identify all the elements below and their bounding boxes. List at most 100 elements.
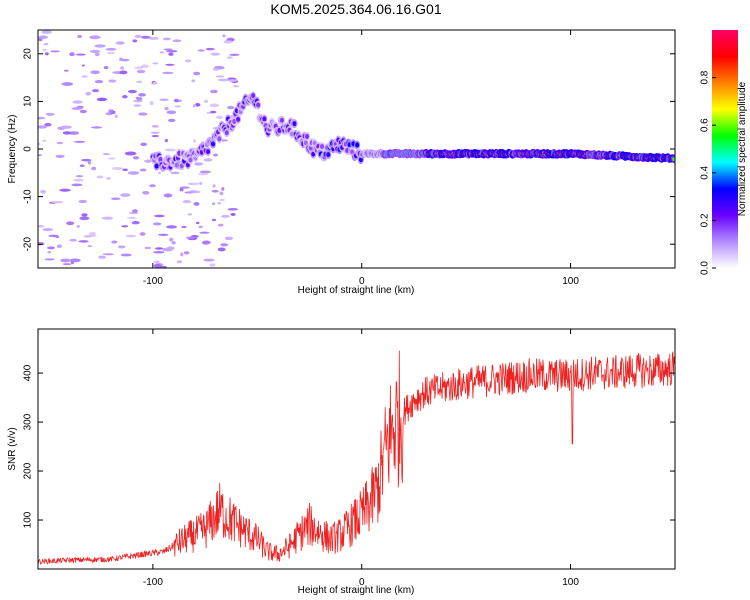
spectrogram-ridge-cell — [211, 141, 216, 147]
spectrogram-noise-cell — [164, 148, 176, 152]
spectrogram-ridge-cell — [262, 116, 267, 122]
spectrogram-ridge-cell — [672, 157, 675, 162]
spectrogram-noise-cell — [140, 142, 147, 146]
spectrogram-noise-cell — [85, 91, 92, 96]
spectrogram-noise-cell — [72, 100, 83, 104]
spectrogram-noise-cell — [176, 260, 182, 264]
spectrogram-noise-cell — [107, 51, 115, 55]
colorbar-tick-label: 0.2 — [700, 213, 711, 227]
spectrogram-noise-cell — [153, 260, 160, 264]
spectrogram-noise-cell — [223, 40, 234, 44]
snr-frame — [37, 328, 676, 570]
spectrogram-ridge-cell — [326, 152, 331, 158]
spectrogram-noise-cell — [209, 263, 216, 267]
snr-ytick-label: 400 — [23, 364, 34, 381]
spectrogram-noise-cell — [215, 75, 225, 78]
spectrogram-noise-cell — [47, 251, 52, 254]
spectrogram-noise-cell — [44, 122, 52, 127]
spectrogram-noise-cell — [153, 214, 165, 218]
spectrogram-noise-cell — [199, 170, 212, 174]
spectrogram-noise-cell — [38, 154, 43, 157]
spectrogram-noise-cell — [77, 34, 82, 39]
spectrogram-noise-cell — [201, 240, 211, 245]
spectrogram-noise-cell — [102, 253, 115, 256]
spectrogram-noise-cell — [38, 241, 45, 246]
spectrogram-noise-cell — [45, 112, 55, 116]
spectrogram-noise-cell — [43, 43, 49, 46]
spectrogram-ylabel: Frequency (Hz) — [7, 115, 18, 184]
spectrogram-noise-cell — [139, 168, 147, 172]
spectrogram-noise-cell — [157, 171, 162, 175]
spectrogram-noise-cell — [157, 233, 169, 236]
spectrogram-noise-cell — [46, 246, 56, 250]
spectrogram-noise-cell — [198, 225, 203, 229]
spectrogram-noise-cell — [185, 59, 192, 63]
spectrogram-noise-cell — [164, 106, 169, 111]
spectrogram-noise-cell — [79, 164, 85, 168]
spectrogram-ridge-cell — [292, 121, 297, 127]
spectrogram-noise-cell — [111, 240, 118, 244]
spectrogram-noise-cell — [144, 159, 152, 163]
spectrogram-noise-cell — [42, 228, 54, 232]
spectrogram-noise-cell — [166, 50, 178, 53]
spectrogram-noise-cell — [233, 85, 239, 88]
spectrogram-noise-cell — [86, 234, 97, 237]
spectrogram-noise-cell — [87, 245, 93, 248]
spectrogram-noise-cell — [91, 89, 99, 93]
spectrogram-noise-cell — [173, 98, 179, 103]
spectrogram-noise-cell — [114, 114, 118, 118]
spectrogram-noise-cell — [161, 247, 174, 252]
spectrogram-noise-cell — [119, 57, 123, 62]
spectrogram-noise-cell — [215, 115, 223, 120]
spectrogram-noise-cell — [168, 118, 176, 123]
colorbar-label: Normalized spectral amplitude — [737, 81, 748, 216]
spectrogram-noise-cell — [120, 253, 132, 257]
spectrogram-noise-cell — [78, 199, 88, 204]
spectrogram-noise-cell — [126, 216, 137, 219]
spectrogram-noise-cell — [40, 189, 47, 194]
spectrogram-noise-cell — [131, 221, 140, 225]
spectrogram-noise-cell — [191, 79, 196, 83]
spectrogram-noise-cell — [179, 188, 184, 192]
snr-ylabel: SNR (v/v) — [7, 427, 18, 470]
spectrogram-noise-cell — [89, 49, 101, 54]
spectrogram-noise-cell — [96, 97, 108, 102]
spectrogram-noise-cell — [50, 50, 60, 53]
spectrogram-noise-cell — [108, 79, 117, 83]
spectrogram-noise-cell — [213, 153, 218, 157]
spectrogram-noise-cell — [89, 232, 96, 235]
spectrogram-noise-cell — [227, 208, 238, 211]
spectrogram-ridge-cell — [154, 163, 159, 169]
spectrogram-noise-cell — [121, 225, 129, 228]
spectrogram-noise-cell — [59, 188, 71, 192]
spectrogram-noise-cell — [91, 126, 103, 129]
spectrogram-noise-cell — [62, 131, 72, 135]
spectrogram-noise-cell — [136, 80, 143, 83]
spectrogram-noise-cell — [224, 236, 234, 241]
spectrogram-noise-cell — [195, 221, 200, 225]
spectrogram-noise-cell — [166, 225, 178, 229]
spectrogram-noise-cell — [91, 166, 97, 171]
spectrogram-noise-cell — [212, 68, 220, 71]
spectrogram-noise-cell — [68, 131, 80, 135]
spectrogram-noise-cell — [211, 202, 216, 206]
spectrogram-noise-cell — [227, 79, 238, 82]
spectrogram-noise-cell — [163, 193, 173, 198]
spectrogram-noise-cell — [107, 157, 116, 160]
spectrogram-noise-cell — [165, 63, 175, 66]
spectrogram-xlabel: Height of straight line (km) — [298, 285, 415, 296]
spectrogram-cells — [38, 30, 675, 268]
spectrogram-noise-cell — [139, 232, 146, 236]
figure-title: KOM5.2025.364.06.16.G01 — [270, 1, 441, 17]
spectrogram-noise-cell — [187, 213, 192, 216]
snr-series-line — [38, 350, 675, 565]
colorbar-gradient — [712, 30, 738, 268]
spectrogram-noise-cell — [230, 212, 236, 217]
spectrogram-noise-cell — [138, 112, 148, 116]
spectrogram-xtick-label: 100 — [562, 276, 579, 287]
spectrogram-noise-cell — [38, 35, 48, 40]
spectrogram-noise-cell — [183, 251, 190, 255]
spectrogram-ridge-cell — [206, 149, 211, 155]
spectrogram-noise-cell — [151, 125, 160, 128]
